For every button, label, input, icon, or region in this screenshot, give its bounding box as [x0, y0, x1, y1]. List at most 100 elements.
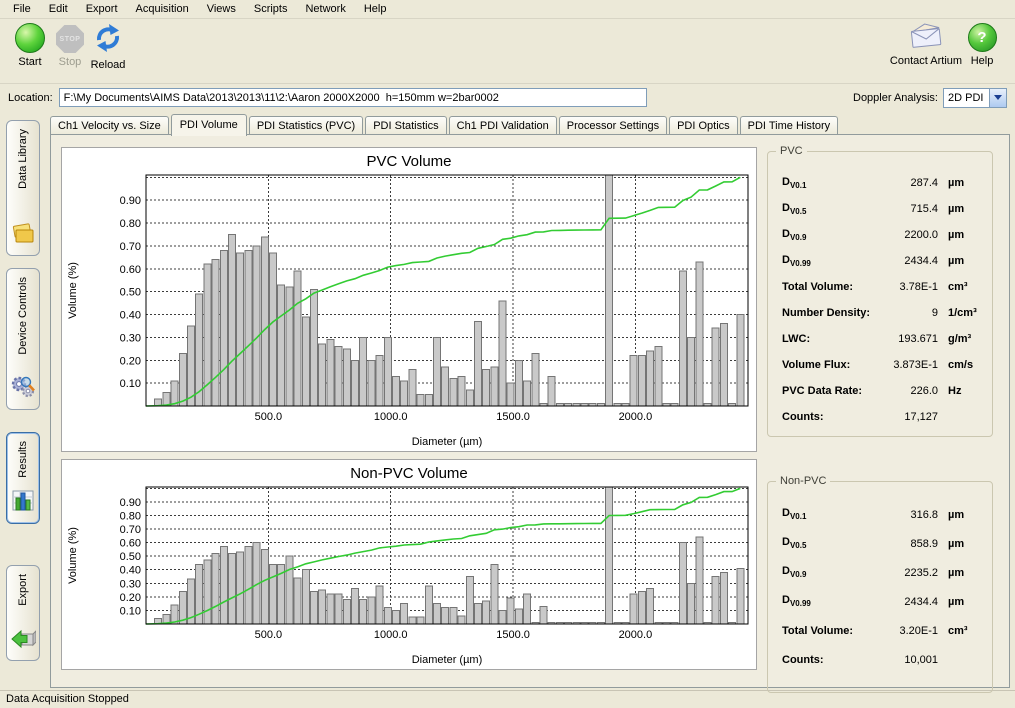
sidebar-item-results[interactable]: Results	[6, 432, 40, 524]
menu-scripts[interactable]: Scripts	[245, 1, 297, 17]
svg-text:Diameter (µm): Diameter (µm)	[412, 654, 483, 666]
help-label: Help	[971, 55, 994, 67]
sidebar-item-data-library[interactable]: Data Library	[6, 120, 40, 256]
menu-file[interactable]: File	[4, 1, 40, 17]
svg-text:Volume (%): Volume (%)	[67, 527, 79, 584]
sidebar-item-label: Results	[17, 441, 29, 478]
svg-text:0.20: 0.20	[120, 355, 141, 367]
svg-text:0.90: 0.90	[120, 497, 141, 509]
menu-help[interactable]: Help	[355, 1, 396, 17]
non-pvc-volume-chart-panel: 0.100.200.300.400.500.600.700.800.90500.…	[61, 459, 757, 670]
svg-text:Non-PVC Volume: Non-PVC Volume	[350, 465, 468, 482]
non-pvc-groupbox-title: Non-PVC	[776, 475, 830, 487]
sidebar-item-label: Device Controls	[17, 277, 29, 355]
svg-text:0.80: 0.80	[120, 511, 141, 523]
svg-text:0.70: 0.70	[120, 241, 141, 253]
sidebar-item-export[interactable]: Export	[6, 565, 40, 661]
svg-text:0.60: 0.60	[120, 538, 141, 550]
svg-text:0.50: 0.50	[120, 287, 141, 299]
pvc-groupbox-title: PVC	[776, 145, 807, 157]
tab-pdi-volume[interactable]: PDI Volume	[171, 114, 247, 136]
tab-ch1-pdi-validation[interactable]: Ch1 PDI Validation	[449, 116, 557, 135]
tab-pdi-time-history[interactable]: PDI Time History	[740, 116, 839, 135]
menu-edit[interactable]: Edit	[40, 1, 77, 17]
gears-icon	[10, 366, 36, 403]
svg-text:0.10: 0.10	[120, 378, 141, 390]
reload-button[interactable]: Reload	[82, 23, 134, 71]
non-pvc-stats-groupbox: Non-PVC DV0.1 316.8 µm DV0.5 858.9 µm DV…	[767, 481, 993, 693]
svg-text:500.0: 500.0	[255, 411, 283, 423]
help-icon: ?	[968, 23, 997, 52]
start-label: Start	[18, 56, 41, 68]
table-row: Total Volume: 3.78E-1 cm³	[782, 274, 984, 300]
tab-pdi-statistics[interactable]: PDI Statistics	[365, 116, 446, 135]
sidebar-item-label: Data Library	[17, 129, 29, 189]
menu-views[interactable]: Views	[198, 1, 245, 17]
tab-pdi-statistics-pvc[interactable]: PDI Statistics (PVC)	[249, 116, 363, 135]
stop-label: Stop	[59, 56, 82, 68]
tab-ch1-velocity-vs-size[interactable]: Ch1 Velocity vs. Size	[50, 116, 169, 135]
chevron-down-icon[interactable]	[989, 89, 1006, 107]
doppler-analysis-select[interactable]: 2D PDI	[943, 88, 1007, 108]
contact-artium-button[interactable]: Contact Artium	[880, 23, 972, 67]
table-row: DV0.99 2434.4 µm	[782, 587, 984, 616]
envelope-icon	[908, 23, 944, 52]
app-window: File Edit Export Acquisition Views Scrip…	[0, 0, 1015, 708]
table-row: PVC Data Rate: 226.0 Hz	[782, 378, 984, 404]
svg-text:1000.0: 1000.0	[374, 411, 408, 423]
svg-text:2000.0: 2000.0	[619, 411, 653, 423]
svg-text:1000.0: 1000.0	[374, 629, 408, 641]
table-row: DV0.5 858.9 µm	[782, 529, 984, 558]
status-text: Data Acquisition Stopped	[6, 693, 129, 705]
help-button[interactable]: ? Help	[962, 23, 1002, 67]
table-row: Counts: 10,001	[782, 645, 984, 674]
svg-text:PVC Volume: PVC Volume	[366, 153, 451, 170]
svg-text:Diameter (µm): Diameter (µm)	[412, 436, 483, 448]
reload-label: Reload	[91, 59, 126, 71]
pvc-volume-chart: 0.100.200.300.400.500.600.700.800.90500.…	[62, 148, 756, 451]
table-row: Volume Flux: 3.873E-1 cm/s	[782, 352, 984, 378]
non-pvc-volume-chart: 0.100.200.300.400.500.600.700.800.90500.…	[62, 460, 756, 669]
svg-text:0.60: 0.60	[120, 264, 141, 276]
menu-network[interactable]: Network	[296, 1, 354, 17]
menu-export[interactable]: Export	[77, 1, 127, 17]
reload-icon	[93, 23, 123, 56]
svg-text:0.50: 0.50	[120, 551, 141, 563]
side-tab-strip: Data Library Device Controls	[0, 112, 47, 690]
svg-text:2000.0: 2000.0	[619, 629, 653, 641]
table-row: DV0.5 715.4 µm	[782, 196, 984, 222]
svg-text:0.20: 0.20	[120, 592, 141, 604]
pdi-volume-tab-panel: 0.100.200.300.400.500.600.700.800.90500.…	[50, 134, 1010, 688]
table-row: DV0.99 2434.4 µm	[782, 248, 984, 274]
stop-icon: STOP	[56, 25, 84, 53]
doppler-analysis-label: Doppler Analysis:	[853, 92, 938, 104]
table-row: DV0.9 2235.2 µm	[782, 558, 984, 587]
svg-text:0.90: 0.90	[120, 195, 141, 207]
doppler-analysis-value: 2D PDI	[944, 89, 989, 107]
svg-text:0.70: 0.70	[120, 524, 141, 536]
toolbar: Start STOP Stop Reload	[0, 19, 1015, 84]
export-icon	[10, 617, 36, 654]
table-row: DV0.9 2200.0 µm	[782, 222, 984, 248]
svg-text:0.30: 0.30	[120, 332, 141, 344]
sidebar-item-label: Export	[17, 574, 29, 606]
svg-text:Volume (%): Volume (%)	[67, 262, 79, 319]
bar-chart-icon	[10, 480, 36, 517]
sidebar-item-device-controls[interactable]: Device Controls	[6, 268, 40, 410]
svg-text:500.0: 500.0	[255, 629, 283, 641]
svg-text:1500.0: 1500.0	[496, 629, 530, 641]
menu-bar: File Edit Export Acquisition Views Scrip…	[0, 0, 1015, 19]
contact-artium-label: Contact Artium	[890, 55, 962, 67]
svg-text:0.40: 0.40	[120, 565, 141, 577]
tab-pdi-optics[interactable]: PDI Optics	[669, 116, 738, 135]
location-label: Location:	[8, 92, 53, 104]
svg-text:0.30: 0.30	[120, 578, 141, 590]
main-content: Ch1 Velocity vs. Size PDI Volume PDI Sta…	[48, 112, 1010, 690]
tab-processor-settings[interactable]: Processor Settings	[559, 116, 667, 135]
svg-text:1500.0: 1500.0	[496, 411, 530, 423]
table-row: Counts: 17,127	[782, 404, 984, 430]
location-input[interactable]	[59, 88, 647, 107]
table-row: Total Volume: 3.20E-1 cm³	[782, 616, 984, 645]
menu-acquisition[interactable]: Acquisition	[127, 1, 198, 17]
svg-text:0.80: 0.80	[120, 218, 141, 230]
